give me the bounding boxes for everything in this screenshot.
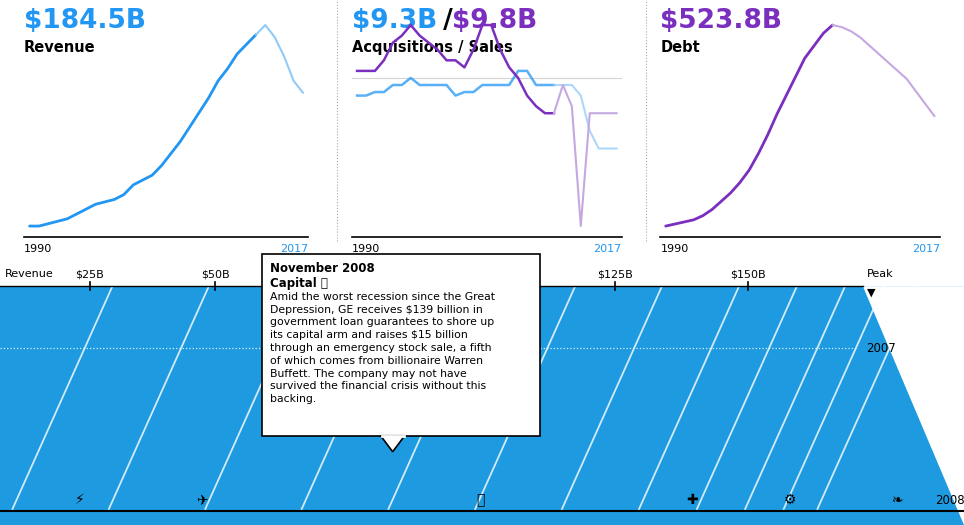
- Text: Amid the worst recession since the Great
Depression, GE receives $139 billion in: Amid the worst recession since the Great…: [270, 292, 495, 404]
- Text: November 2008: November 2008: [270, 262, 375, 275]
- FancyBboxPatch shape: [262, 254, 540, 436]
- Text: Revenue: Revenue: [5, 269, 54, 279]
- Text: /: /: [434, 8, 462, 34]
- Text: $75B: $75B: [351, 269, 380, 279]
- Text: 2008: 2008: [935, 494, 964, 507]
- Text: Capital ⒢: Capital ⒢: [270, 277, 328, 290]
- Text: $50B: $50B: [201, 269, 229, 279]
- Text: ⚡: ⚡: [75, 493, 85, 507]
- Text: $523.8B: $523.8B: [660, 8, 783, 34]
- Text: 1990: 1990: [352, 244, 380, 254]
- Text: 2017: 2017: [281, 244, 308, 254]
- Text: $9.3B: $9.3B: [352, 8, 437, 34]
- Text: Revenue: Revenue: [24, 40, 95, 55]
- Text: $125B: $125B: [597, 269, 633, 279]
- Text: $100B: $100B: [472, 269, 508, 279]
- Text: Debt: Debt: [660, 40, 700, 55]
- Text: ⚙: ⚙: [784, 493, 796, 507]
- Text: ▼: ▼: [867, 288, 875, 298]
- Text: $184.5B: $184.5B: [24, 8, 147, 34]
- Text: $150B: $150B: [730, 269, 765, 279]
- Text: ✈: ✈: [197, 493, 208, 507]
- Bar: [0, 286, 964, 525]
- Text: Peak: Peak: [867, 269, 894, 279]
- Text: 2007: 2007: [866, 342, 896, 355]
- Polygon shape: [381, 436, 405, 452]
- Text: 1990: 1990: [24, 244, 52, 254]
- Text: $25B: $25B: [75, 269, 104, 279]
- Text: ❧: ❧: [893, 493, 904, 507]
- Polygon shape: [863, 286, 964, 525]
- Text: $9.8B: $9.8B: [452, 8, 537, 34]
- Text: ✚: ✚: [686, 493, 698, 507]
- Text: Ⓢ: Ⓢ: [476, 493, 484, 507]
- Text: 1990: 1990: [660, 244, 688, 254]
- Text: 2017: 2017: [594, 244, 622, 254]
- Bar: [0, 0, 964, 286]
- Text: 2017: 2017: [912, 244, 940, 254]
- Text: Acquisitions / Sales: Acquisitions / Sales: [352, 40, 513, 55]
